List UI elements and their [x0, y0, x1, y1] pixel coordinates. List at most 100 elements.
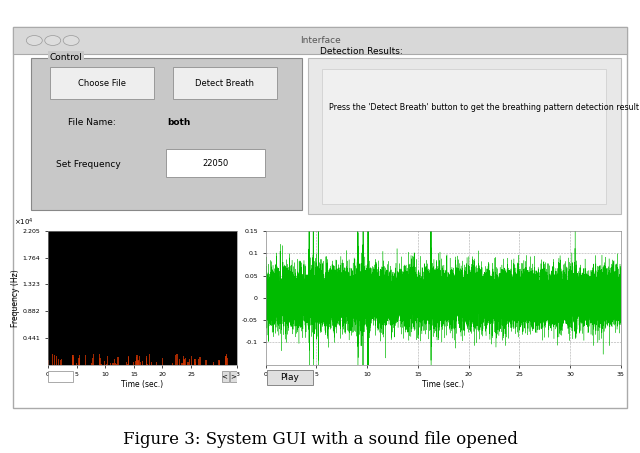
Bar [52, 354, 53, 365]
Bar [195, 363, 196, 365]
Bar [132, 362, 134, 365]
Text: Detection Results:: Detection Results: [320, 48, 403, 57]
Bar [60, 360, 61, 365]
Bar [179, 359, 180, 365]
Bar [149, 354, 150, 365]
Y-axis label: Volume: Volume [230, 284, 239, 312]
Bar [72, 357, 74, 365]
Bar [191, 356, 192, 365]
FancyBboxPatch shape [266, 370, 313, 385]
Text: Interface: Interface [300, 36, 340, 45]
FancyBboxPatch shape [308, 58, 621, 214]
Bar [183, 359, 184, 365]
FancyBboxPatch shape [166, 149, 265, 178]
Bar [72, 355, 74, 365]
Bar [128, 356, 129, 365]
Bar [47, 360, 49, 365]
Bar [205, 360, 207, 365]
Bar [93, 354, 94, 365]
Text: Play: Play [280, 373, 299, 382]
FancyBboxPatch shape [50, 67, 154, 100]
Bar [140, 362, 141, 365]
Bar [213, 362, 214, 365]
Bar [100, 364, 102, 365]
Bar [134, 361, 136, 365]
X-axis label: Time (sec.): Time (sec.) [122, 380, 163, 389]
Bar [146, 357, 147, 365]
Bar [184, 360, 186, 365]
Text: both: both [167, 118, 190, 127]
Bar [225, 358, 227, 365]
Text: File Name:: File Name: [68, 118, 116, 127]
Bar [128, 357, 129, 365]
Bar [137, 361, 138, 365]
Circle shape [26, 35, 42, 45]
Bar [226, 354, 227, 365]
Bar [99, 358, 101, 365]
Bar [106, 363, 107, 365]
Bar [141, 361, 143, 365]
Bar [78, 358, 80, 365]
Bar [225, 356, 227, 365]
Bar [128, 360, 129, 365]
Circle shape [63, 35, 79, 45]
Text: Set Frequency: Set Frequency [56, 159, 120, 169]
Bar [175, 355, 176, 365]
Text: >: > [230, 373, 236, 380]
Text: Control: Control [50, 53, 83, 62]
Bar [221, 371, 229, 382]
Bar [156, 362, 157, 365]
Bar [139, 357, 140, 365]
Bar [212, 364, 214, 365]
Bar [61, 359, 62, 365]
FancyBboxPatch shape [31, 58, 301, 210]
Bar [182, 356, 184, 365]
Bar [176, 354, 178, 365]
Bar [199, 357, 200, 365]
Bar [147, 364, 148, 365]
Bar [116, 364, 117, 365]
Bar [185, 358, 186, 365]
Bar [225, 356, 226, 365]
Bar [114, 359, 115, 365]
Text: Choose File: Choose File [78, 79, 126, 87]
Text: $\times 10^4$: $\times 10^4$ [14, 217, 34, 228]
Bar [79, 355, 81, 365]
Bar [219, 361, 220, 365]
Bar [48, 371, 72, 382]
Bar [127, 364, 128, 365]
Text: Press the 'Detect Breath' button to get the breathing pattern detection result!: Press the 'Detect Breath' button to get … [329, 103, 640, 112]
Bar [110, 363, 111, 365]
Bar [195, 362, 196, 365]
Bar [189, 359, 190, 365]
Text: Detect Breath: Detect Breath [195, 79, 254, 87]
Bar [136, 357, 137, 365]
Bar [91, 363, 92, 365]
Bar [194, 359, 196, 365]
Text: 22050: 22050 [202, 159, 228, 168]
FancyBboxPatch shape [323, 69, 606, 204]
X-axis label: Time (sec.): Time (sec.) [422, 380, 464, 389]
Bar [138, 360, 139, 365]
Circle shape [45, 35, 61, 45]
Bar [188, 362, 189, 365]
Bar [56, 356, 57, 365]
Text: Figure 3: System GUI with a sound file opened: Figure 3: System GUI with a sound file o… [123, 431, 517, 448]
Bar [146, 356, 147, 365]
Bar [104, 361, 106, 365]
Bar [136, 355, 138, 365]
Bar [151, 361, 152, 365]
Bar [198, 359, 199, 365]
Bar [84, 355, 86, 365]
Bar [183, 360, 184, 365]
Bar [193, 359, 195, 365]
Bar [112, 363, 113, 365]
Bar [58, 359, 59, 365]
Bar [76, 363, 77, 365]
Bar [72, 356, 74, 365]
Bar [172, 362, 173, 365]
Bar [200, 357, 201, 365]
Text: <: < [221, 373, 227, 380]
Bar [117, 357, 118, 365]
Bar [99, 354, 100, 365]
